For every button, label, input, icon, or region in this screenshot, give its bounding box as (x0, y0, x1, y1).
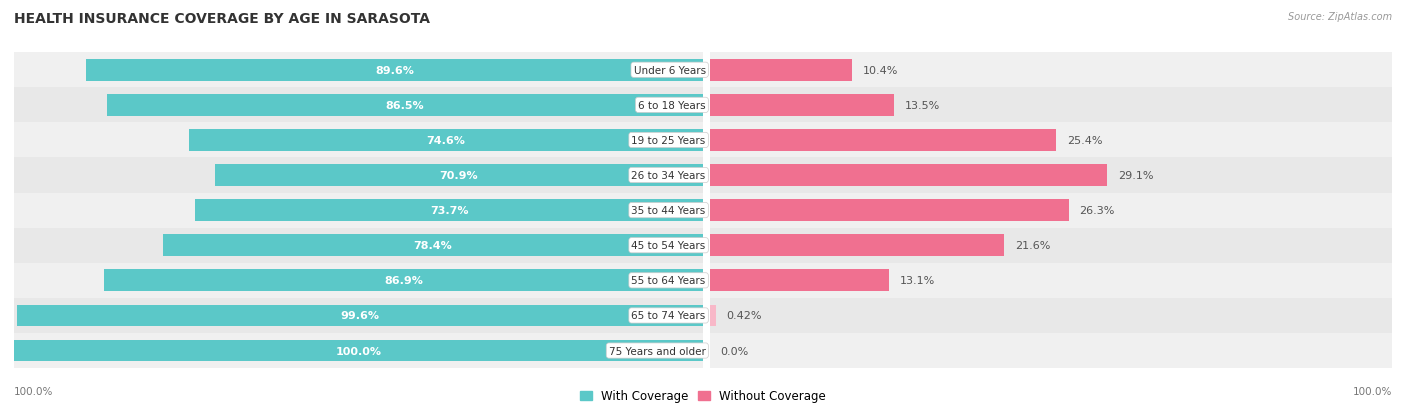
Bar (14, 123, 703, 158)
Bar (710, 60, 852, 81)
Bar (107, 95, 703, 116)
Text: 29.1%: 29.1% (1118, 171, 1153, 180)
Text: 0.0%: 0.0% (721, 346, 749, 356)
Text: Under 6 Years: Under 6 Years (634, 66, 706, 76)
Bar (710, 333, 1406, 368)
Bar (710, 235, 1004, 256)
Text: 100.0%: 100.0% (1353, 387, 1392, 396)
Bar (710, 158, 1406, 193)
Bar (14, 340, 703, 361)
Text: 10.4%: 10.4% (863, 66, 898, 76)
Bar (710, 95, 894, 116)
Text: 35 to 44 Years: 35 to 44 Years (631, 206, 706, 216)
Bar (215, 165, 703, 187)
Text: 25.4%: 25.4% (1067, 135, 1102, 146)
Bar (710, 193, 1406, 228)
Text: Source: ZipAtlas.com: Source: ZipAtlas.com (1288, 12, 1392, 22)
Bar (14, 263, 703, 298)
Bar (710, 130, 1056, 152)
Text: 86.5%: 86.5% (385, 101, 425, 111)
Text: 55 to 64 Years: 55 to 64 Years (631, 275, 706, 286)
Text: 99.6%: 99.6% (340, 311, 380, 320)
Text: 100.0%: 100.0% (14, 387, 53, 396)
Bar (14, 53, 703, 88)
Bar (86, 60, 703, 81)
Text: 65 to 74 Years: 65 to 74 Years (631, 311, 706, 320)
Bar (14, 298, 703, 333)
Bar (710, 270, 889, 292)
Text: 13.5%: 13.5% (905, 101, 941, 111)
Bar (710, 298, 1406, 333)
Bar (710, 263, 1406, 298)
Text: 70.9%: 70.9% (440, 171, 478, 180)
Bar (710, 123, 1406, 158)
Text: 13.1%: 13.1% (900, 275, 935, 286)
Bar (710, 165, 1107, 187)
Bar (710, 305, 716, 327)
Text: 45 to 54 Years: 45 to 54 Years (631, 241, 706, 251)
Bar (14, 193, 703, 228)
Text: 21.6%: 21.6% (1015, 241, 1050, 251)
Legend: With Coverage, Without Coverage: With Coverage, Without Coverage (575, 385, 831, 407)
Text: 78.4%: 78.4% (413, 241, 453, 251)
Text: 26.3%: 26.3% (1080, 206, 1115, 216)
Bar (710, 228, 1406, 263)
Text: 0.42%: 0.42% (727, 311, 762, 320)
Bar (163, 235, 703, 256)
Bar (710, 88, 1406, 123)
Bar (195, 200, 703, 221)
Bar (14, 228, 703, 263)
Text: 73.7%: 73.7% (430, 206, 468, 216)
Bar (14, 333, 703, 368)
Bar (710, 53, 1406, 88)
Text: 26 to 34 Years: 26 to 34 Years (631, 171, 706, 180)
Bar (14, 158, 703, 193)
Text: 6 to 18 Years: 6 to 18 Years (638, 101, 706, 111)
Bar (14, 88, 703, 123)
Bar (17, 305, 703, 327)
Text: 74.6%: 74.6% (426, 135, 465, 146)
Text: 75 Years and older: 75 Years and older (609, 346, 706, 356)
Text: 100.0%: 100.0% (336, 346, 381, 356)
Text: 19 to 25 Years: 19 to 25 Years (631, 135, 706, 146)
Bar (104, 270, 703, 292)
Text: 89.6%: 89.6% (375, 66, 413, 76)
Text: 86.9%: 86.9% (384, 275, 423, 286)
Text: HEALTH INSURANCE COVERAGE BY AGE IN SARASOTA: HEALTH INSURANCE COVERAGE BY AGE IN SARA… (14, 12, 430, 26)
Bar (188, 130, 703, 152)
Bar (710, 200, 1069, 221)
